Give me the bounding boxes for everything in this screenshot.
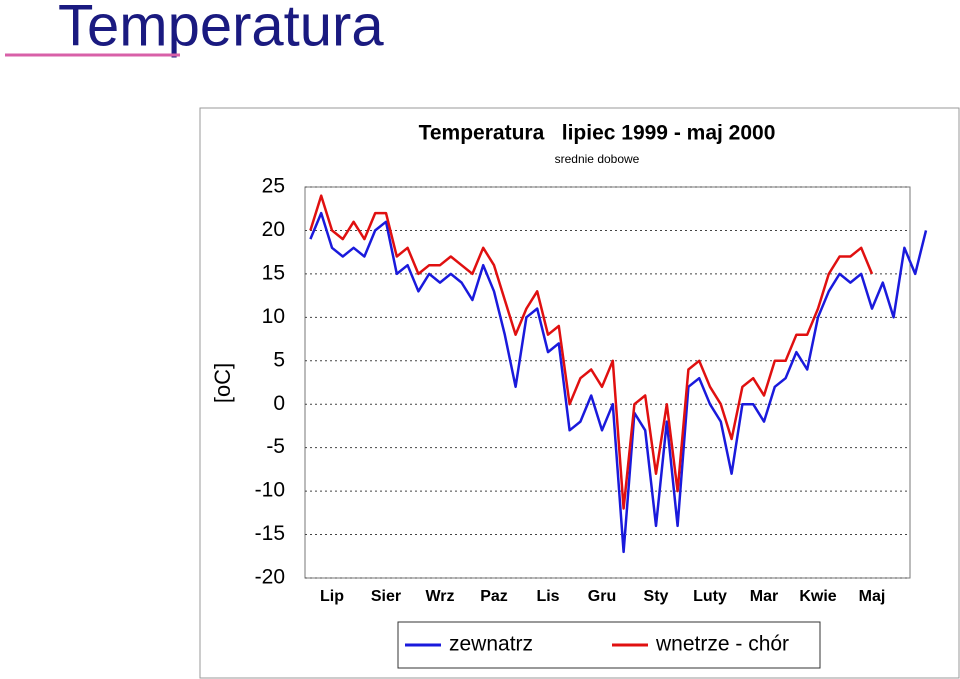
x-tick-label: Paz: [480, 588, 508, 605]
x-tick-label: Maj: [859, 588, 886, 605]
y-tick-label: -20: [255, 566, 285, 589]
series-line: [309, 194, 874, 510]
y-tick-label: -5: [266, 435, 285, 458]
x-tick-label: Kwie: [799, 588, 836, 605]
y-tick-label: 20: [262, 218, 285, 241]
y-axis-label: [oC]: [210, 363, 235, 403]
y-tick-label: -10: [255, 479, 285, 502]
x-tick-label: Lis: [536, 588, 559, 605]
x-tick-label: Gru: [588, 588, 616, 605]
y-tick-label: -15: [255, 522, 285, 545]
x-tick-label: Sty: [644, 588, 669, 605]
legend-label: wnetrze - chór: [655, 633, 789, 656]
y-tick-label: 10: [262, 305, 285, 328]
legend: [397, 621, 821, 669]
chart-frame: [199, 107, 960, 679]
x-tick-label: Lip: [320, 588, 344, 605]
chart-title: Temperatura lipiec 1999 - maj 2000: [419, 122, 776, 145]
x-tick-label: Sier: [371, 588, 401, 605]
x-tick-label: Wrz: [425, 588, 454, 605]
plot-area: [304, 186, 911, 579]
y-tick-label: 15: [262, 261, 285, 284]
chart-subtitle: srednie dobowe: [555, 152, 640, 166]
y-tick-label: 25: [262, 175, 285, 198]
x-tick-label: Luty: [693, 588, 727, 605]
series-line: [309, 211, 928, 554]
slide-title: Temperatura: [58, 0, 384, 58]
y-tick-label: 0: [273, 392, 285, 415]
y-tick-label: 5: [273, 348, 285, 371]
x-tick-label: Mar: [750, 588, 778, 605]
legend-label: zewnatrz: [449, 633, 533, 656]
